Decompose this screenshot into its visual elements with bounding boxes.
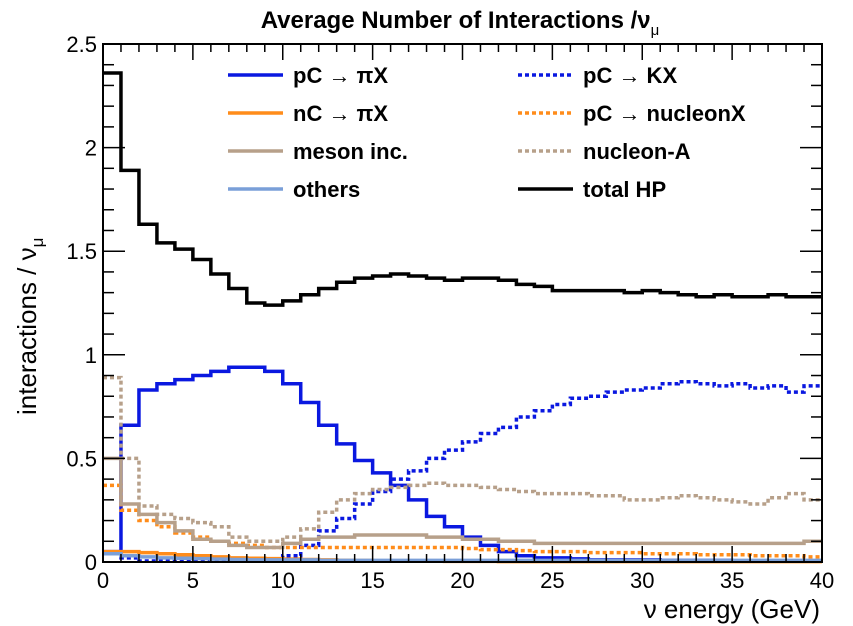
- x-tick-label: 30: [630, 568, 654, 593]
- y-tick-label: 2: [85, 136, 97, 161]
- ticks-layer: 0 5 10 15 20 25 30 35 40 0 0.5 1 1.5 2 2.5: [66, 32, 834, 593]
- x-tick-label: 10: [271, 568, 295, 593]
- legend-label-nucleon-a: nucleon-A: [583, 139, 691, 164]
- x-tick-label: 5: [187, 568, 199, 593]
- y-tick-label: 1.5: [66, 239, 97, 264]
- plot-background: [103, 44, 822, 562]
- x-axis-label: ν energy (GeV): [644, 594, 820, 624]
- x-tick-label: 35: [720, 568, 744, 593]
- x-tick-label: 25: [540, 568, 564, 593]
- legend-label-total-hp: total HP: [583, 177, 666, 202]
- y-tick-label: 1: [85, 343, 97, 368]
- series-pc-to-kx: [103, 379, 822, 563]
- plot-area: [103, 44, 822, 562]
- x-tick-label: 20: [450, 568, 474, 593]
- y-axis-label: interactions / νμ: [12, 238, 47, 415]
- series-total-hp: [103, 71, 822, 307]
- x-tick-label: 15: [360, 568, 384, 593]
- y-tick-label: 2.5: [66, 32, 97, 57]
- x-tick-label: 40: [810, 568, 834, 593]
- legend-label-pc-to-kx: pC → KX: [583, 63, 677, 88]
- legend-label-nc-to-pix: nC → πX: [293, 101, 388, 126]
- legend-label-others: others: [293, 177, 360, 202]
- chart-title: Average Number of Interactions /νμ: [261, 7, 660, 39]
- series-others: [103, 551, 822, 563]
- x-tick-label: 0: [97, 568, 109, 593]
- y-tick-label: 0.5: [66, 446, 97, 471]
- series-nucleon-a: [103, 375, 822, 544]
- legend: pC → πX pC → KX nC → πX pC → nucleonX meson …: [228, 63, 746, 202]
- y-tick-label: 0: [85, 550, 97, 575]
- legend-label-meson-inc: meson inc.: [293, 139, 408, 164]
- series-meson-inc: [103, 456, 822, 550]
- legend-label-pc-to-pix: pC → πX: [293, 63, 388, 88]
- legend-label-pc-to-nucleonx: pC → nucleonX: [583, 101, 746, 126]
